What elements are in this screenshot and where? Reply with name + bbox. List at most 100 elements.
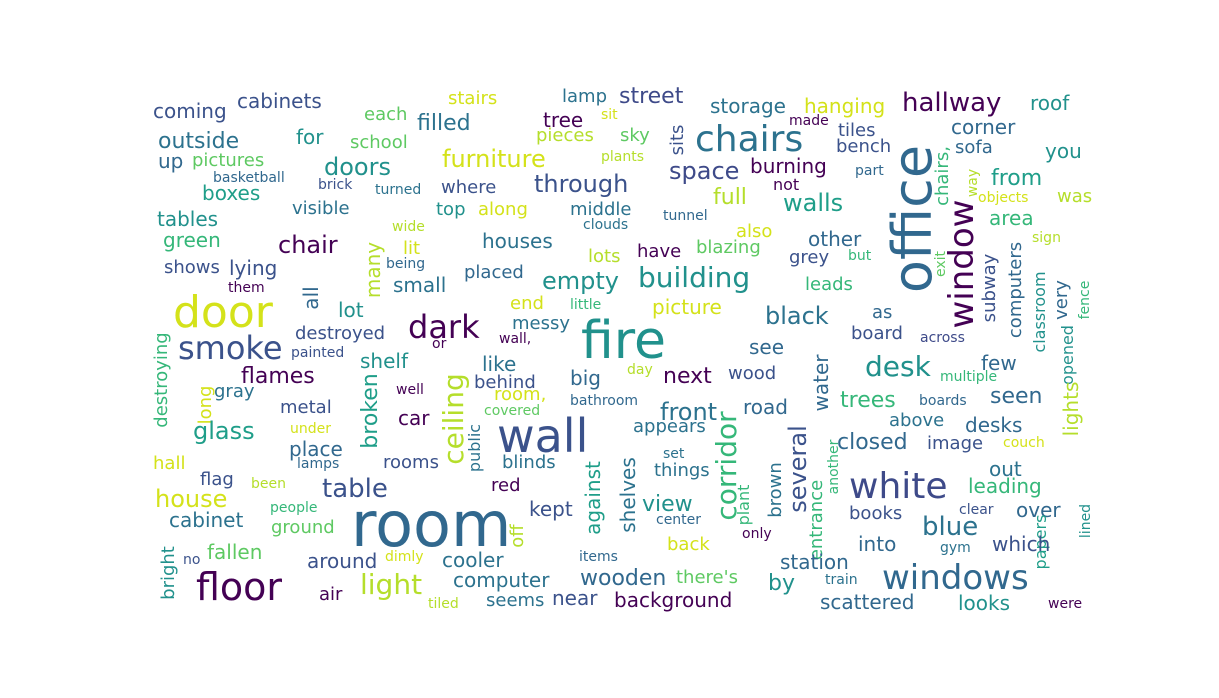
cloud-word: into — [858, 532, 897, 556]
cloud-word: sits — [667, 124, 688, 156]
cloud-word: broken — [358, 373, 383, 449]
cloud-word: metal — [280, 397, 332, 418]
cloud-word: coming — [153, 99, 227, 123]
cloud-word: you — [1045, 139, 1082, 163]
cloud-word: board — [851, 323, 903, 344]
cloud-word: desks — [965, 413, 1023, 437]
cloud-word: view — [642, 492, 693, 517]
cloud-word: off — [507, 524, 528, 548]
cloud-word: furniture — [442, 145, 546, 173]
cloud-word: lit — [403, 238, 421, 259]
cloud-word: tunnel — [663, 208, 708, 224]
cloud-word: door — [173, 287, 273, 338]
cloud-word: desk — [865, 350, 931, 383]
cloud-word: wide — [392, 219, 425, 235]
cloud-word: looks — [958, 591, 1011, 615]
cloud-word: lamp — [562, 86, 607, 107]
cloud-word: by — [768, 571, 795, 596]
cloud-word: messy — [512, 313, 571, 334]
cloud-word: trees — [840, 388, 896, 413]
cloud-word: rooms — [383, 452, 439, 473]
cloud-word: top — [436, 199, 466, 220]
cloud-word: very — [1051, 280, 1072, 320]
cloud-word: public — [465, 423, 484, 473]
cloud-word: wood — [728, 363, 777, 384]
cloud-word: dimly — [385, 549, 424, 565]
cloud-word: bathroom — [570, 393, 639, 409]
cloud-word: above — [889, 410, 945, 431]
cloud-word: out — [989, 457, 1022, 481]
cloud-word: visible — [292, 198, 350, 219]
cloud-word: them — [228, 280, 265, 296]
cloud-word: bench — [836, 136, 892, 157]
cloud-word: but — [848, 248, 872, 264]
cloud-word: subway — [979, 253, 1000, 323]
cloud-word: dark — [408, 308, 480, 346]
cloud-word: covered — [484, 403, 541, 419]
cloud-word: black — [765, 302, 829, 330]
cloud-word: air — [319, 584, 343, 605]
cloud-word: hallway — [902, 88, 1002, 118]
cloud-word: couch — [1003, 435, 1045, 451]
cloud-word: small — [393, 273, 447, 297]
cloud-word: room, — [494, 384, 547, 405]
cloud-word: space — [669, 157, 740, 185]
cloud-word: lined — [1078, 503, 1094, 539]
cloud-word: near — [552, 586, 598, 610]
cloud-word: school — [350, 132, 408, 153]
cloud-word: chair — [278, 231, 338, 259]
cloud-word: like — [482, 352, 517, 376]
cloud-word: water — [809, 354, 833, 412]
cloud-word: grey — [789, 247, 830, 268]
cloud-word: appears — [633, 416, 706, 437]
cloud-word: behind — [474, 372, 536, 393]
cloud-word: were — [1048, 596, 1083, 612]
cloud-word: area — [989, 206, 1034, 230]
cloud-word: sky — [620, 125, 650, 146]
cloud-word: classroom — [1030, 271, 1049, 353]
cloud-word: tree — [543, 108, 584, 132]
cloud-word: blazing — [696, 237, 761, 258]
cloud-word: closed — [837, 430, 908, 455]
cloud-word: fallen — [207, 540, 263, 564]
cloud-word: turned — [375, 182, 422, 198]
cloud-word: exit — [933, 250, 949, 278]
cloud-word: lots — [588, 246, 621, 267]
cloud-word: cabinet — [169, 508, 244, 532]
cloud-word: basketball — [213, 170, 285, 186]
cloud-word: white — [849, 466, 948, 507]
cloud-word: shows — [164, 257, 220, 278]
cloud-word: background — [614, 588, 733, 612]
cloud-word: no — [183, 552, 201, 568]
cloud-word: over — [1016, 498, 1061, 522]
cloud-word: shelf — [360, 349, 408, 373]
cloud-word: hall — [153, 453, 186, 474]
cloud-word: pictures — [192, 150, 265, 171]
cloud-word: empty — [542, 267, 619, 295]
cloud-word: each — [364, 104, 408, 125]
cloud-word: tables — [157, 207, 219, 231]
cloud-word: day — [627, 362, 653, 378]
cloud-word: room — [351, 488, 512, 561]
cloud-word: big — [570, 366, 601, 390]
cloud-word: seems — [486, 590, 545, 611]
cloud-word: burning — [750, 154, 827, 178]
cloud-word: things — [654, 460, 710, 481]
cloud-word: fence — [1077, 280, 1093, 320]
cloud-word: stairs — [448, 88, 498, 109]
cloud-word: destroying — [151, 332, 172, 428]
cloud-word: where — [441, 177, 497, 198]
cloud-word: brick — [318, 177, 353, 193]
cloud-word: table — [322, 474, 388, 504]
cloud-word: fire — [581, 311, 666, 371]
cloud-word: another — [826, 439, 842, 495]
cloud-word: destroyed — [295, 323, 386, 344]
cloud-word: being — [386, 256, 426, 272]
cloud-word: floor — [196, 565, 283, 609]
cloud-word: across — [920, 330, 965, 346]
cloud-word: also — [736, 221, 773, 242]
cloud-word: little — [570, 297, 602, 313]
cloud-word: not — [773, 175, 800, 194]
cloud-word: street — [619, 84, 684, 109]
